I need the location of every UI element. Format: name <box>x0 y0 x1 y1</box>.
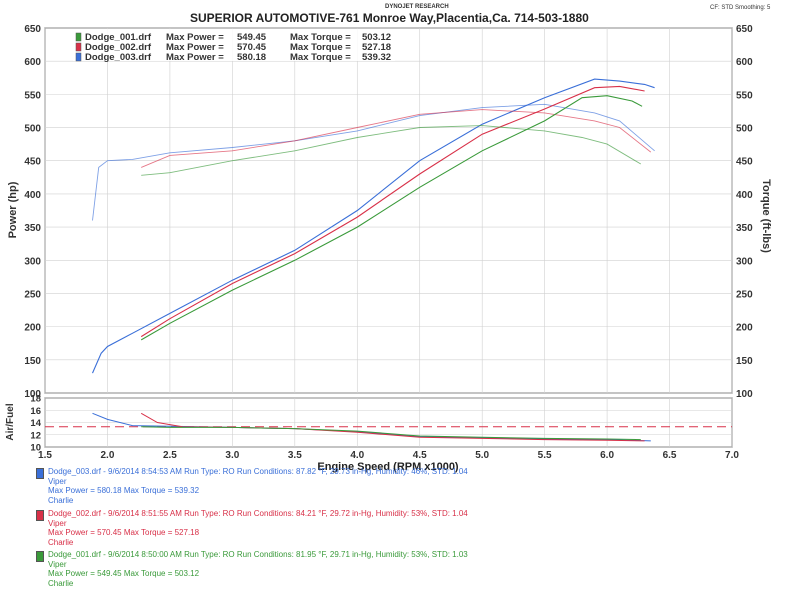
run-info-3: Dodge_003.drf - 9/6/2014 8:54:53 AM Run … <box>36 467 468 505</box>
power-tick-label: 500 <box>24 124 41 135</box>
torque-tick-label: 150 <box>736 356 753 367</box>
power-line-dodge-003-drf <box>91 78 655 374</box>
legend-power-label: Max Power = <box>166 32 224 43</box>
x-tick-label: 2.5 <box>163 450 177 461</box>
x-tick-label: 3.0 <box>225 450 239 461</box>
x-tick-label: 5.5 <box>538 450 552 461</box>
power-tick-label: 200 <box>24 323 41 334</box>
torque-line-dodge-002-drf <box>141 109 652 168</box>
power-tick-label: 100 <box>24 389 41 400</box>
legend-file: Dodge_001.drf <box>85 32 152 43</box>
power-tick-label: 450 <box>24 157 41 168</box>
legend-power-value: 570.45 <box>237 42 267 53</box>
legend-box: Dodge_001.drf Max Power = 549.45 Max Torque… <box>73 29 395 63</box>
run-info-line: Max Power = 580.18 Max Torque = 539.32 <box>48 486 200 495</box>
legend-torque-label: Max Torque = <box>290 32 351 43</box>
af-tick-label: 18 <box>30 394 41 405</box>
af-line-dodge-001-drf <box>141 426 641 441</box>
legend-torque-value: 527.18 <box>362 42 391 53</box>
x-tick-label: 4.5 <box>413 450 427 461</box>
power-tick-label: 400 <box>24 190 41 201</box>
torque-tick-label: 400 <box>736 190 753 201</box>
legend-torque-value: 539.32 <box>362 52 391 63</box>
legend-torque-value: 503.12 <box>362 32 391 43</box>
x-tick-label: 4.0 <box>350 450 364 461</box>
x-tick-label: 3.5 <box>288 450 302 461</box>
x-tick-label: 1.5 <box>38 450 52 461</box>
run-info-line: Viper <box>48 476 67 486</box>
torque-tick-label: 450 <box>736 157 753 168</box>
torque-tick-label: 600 <box>736 57 753 68</box>
run-info-line: Charlie <box>48 578 74 588</box>
main-grid <box>44 27 733 394</box>
brand-label: DYNOJET RESEARCH <box>385 4 449 10</box>
legend-power-label: Max Power = <box>166 52 224 63</box>
torque-line-dodge-003-drf <box>92 103 655 221</box>
x-tick-label: 5.0 <box>475 450 489 461</box>
power-tick-label: 350 <box>24 223 41 234</box>
run-swatch-3 <box>36 468 44 479</box>
power-tick-label: 650 <box>24 24 41 35</box>
torque-tick-label: 300 <box>736 256 753 267</box>
run-info-line: Dodge_001.drf - 9/6/2014 8:50:00 AM Run … <box>48 550 468 559</box>
legend-torque-label: Max Torque = <box>290 52 351 63</box>
settings-label: CF: STD Smoothing: 5 <box>710 5 771 11</box>
power-tick-label: 150 <box>24 356 41 367</box>
power-tick-label: 250 <box>24 289 41 300</box>
run-info-1: Dodge_001.drf - 9/6/2014 8:50:00 AM Run … <box>36 550 468 588</box>
run-info-line: Dodge_002.drf - 9/6/2014 8:51:55 AM Run … <box>48 509 468 518</box>
chart-title: SUPERIOR AUTOMOTIVE-761 Monroe Way,Place… <box>190 11 589 25</box>
x-tick-label: 6.0 <box>600 450 614 461</box>
run-info-line: Charlie <box>48 495 74 505</box>
legend-torque-label: Max Torque = <box>290 42 351 53</box>
main-plot-frame <box>44 27 733 394</box>
torque-tick-label: 100 <box>736 389 753 400</box>
af-tick-label: 14 <box>30 418 41 429</box>
run-info-2: Dodge_002.drf - 9/6/2014 8:51:55 AM Run … <box>36 509 468 547</box>
legend-power-value: 580.18 <box>237 52 266 63</box>
torque-tick-label: 200 <box>736 323 753 334</box>
power-tick-label: 300 <box>24 256 41 267</box>
legend-swatch <box>75 52 82 62</box>
run-swatch-2 <box>36 510 44 521</box>
torque-line-dodge-001-drf <box>141 125 642 176</box>
legend-power-value: 549.45 <box>237 32 267 43</box>
x-tick-label: 7.0 <box>725 450 739 461</box>
legend-swatch <box>75 32 82 42</box>
run-info-line: Viper <box>48 559 67 569</box>
run-info-line: Max Power = 549.45 Max Torque = 503.12 <box>48 569 200 578</box>
af-line-dodge-002-drf <box>140 412 645 442</box>
power-axis-title: Power (hp) <box>7 181 19 238</box>
run-swatch-1 <box>36 551 44 562</box>
af-tick-label: 12 <box>30 430 41 441</box>
power-tick-label: 550 <box>24 90 41 101</box>
run-info-line: Charlie <box>48 537 74 547</box>
series-layer <box>91 78 655 442</box>
torque-tick-label: 250 <box>736 289 753 300</box>
legend-power-label: Max Power = <box>166 42 224 53</box>
power-line-dodge-002-drf <box>140 85 645 338</box>
legend-file: Dodge_002.drf <box>85 42 152 53</box>
torque-tick-label: 550 <box>736 90 753 101</box>
axis-labels: 1.5 2.0 2.5 3.0 3.5 4.0 4.5 5.0 5.5 6.0 6.5 7.01001… <box>24 24 753 461</box>
run-info-line: Viper <box>48 518 67 528</box>
af-axis-title: Air/Fuel <box>5 403 16 440</box>
af-tick-label: 16 <box>30 406 41 417</box>
torque-tick-label: 650 <box>736 24 753 35</box>
x-tick-label: 2.0 <box>101 450 115 461</box>
x-axis-title: Engine Speed (RPM x1000) <box>317 461 459 473</box>
x-tick-label: 6.5 <box>663 450 677 461</box>
af-tick-label: 10 <box>30 443 41 454</box>
power-line-dodge-001-drf <box>140 95 643 341</box>
torque-tick-label: 350 <box>736 223 753 234</box>
legend-swatch <box>75 42 82 52</box>
run-info-line: Dodge_003.drf - 9/6/2014 8:54:53 AM Run … <box>48 467 468 476</box>
power-tick-label: 600 <box>24 57 41 68</box>
run-info-line: Max Power = 570.45 Max Torque = 527.18 <box>48 528 200 537</box>
torque-tick-label: 500 <box>736 124 753 135</box>
torque-axis-title: Torque (ft-lbs) <box>760 179 772 253</box>
legend-file: Dodge_003.drf <box>85 52 152 63</box>
